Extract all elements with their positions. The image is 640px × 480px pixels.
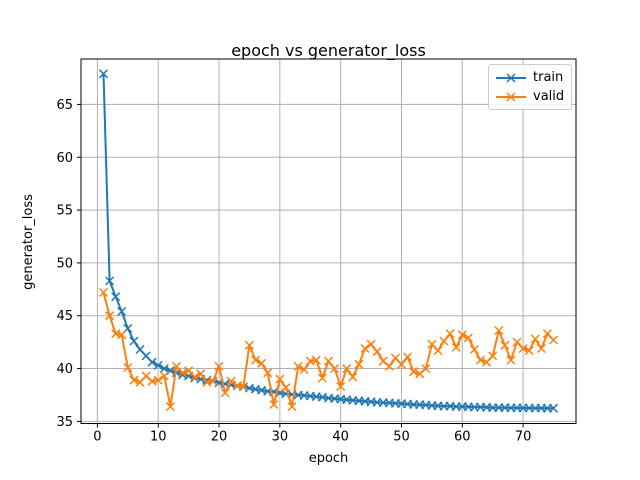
chart-title: epoch vs generator_loss: [231, 41, 426, 60]
series-line-valid: [102, 291, 555, 408]
legend-sample-valid-line-icon: [496, 91, 526, 102]
legend-sample-train-line-icon: [496, 72, 526, 83]
plot-border: [80, 58, 577, 424]
legend-label-train: train: [533, 70, 564, 85]
series-line-train: [102, 72, 555, 410]
x-tick-label: 40: [332, 430, 349, 445]
series-markers-train: [98, 69, 559, 413]
x-tick-label: 30: [272, 430, 289, 445]
y-tick-label: 50: [56, 256, 73, 271]
x-tick-label: 50: [393, 430, 410, 445]
y-tick-label: 45: [56, 309, 73, 324]
legend-label-valid: valid: [533, 89, 565, 104]
y-tick-label: 65: [56, 98, 73, 113]
y-tick-label: 55: [56, 204, 73, 219]
x-tick-label: 0: [93, 430, 101, 445]
x-tick-label: 20: [211, 430, 228, 445]
legend-entry-valid: valid: [495, 87, 565, 106]
x-tick-label: 10: [150, 430, 167, 445]
y-axis-label: generator_loss: [21, 194, 36, 290]
y-tick-label: 40: [56, 362, 73, 377]
x-axis-label: epoch: [308, 451, 349, 466]
series-markers-valid: [98, 287, 559, 412]
x-tick-label: 70: [515, 430, 532, 445]
x-tick-label: 60: [454, 430, 471, 445]
legend: train valid: [488, 64, 572, 110]
legend-entry-train: train: [495, 68, 565, 87]
y-tick-label: 35: [56, 415, 73, 430]
y-tick-label: 60: [56, 151, 73, 166]
